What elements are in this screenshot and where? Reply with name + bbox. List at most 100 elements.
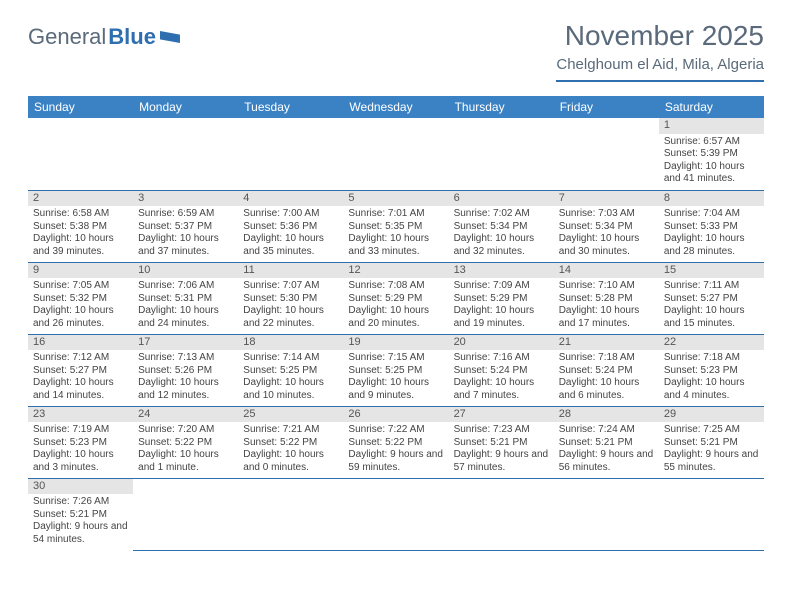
- sunrise-line: Sunrise: 7:05 AM: [33, 280, 128, 293]
- day-content: Sunrise: 7:04 AMSunset: 5:33 PMDaylight:…: [659, 208, 764, 261]
- sunset-line: Sunset: 5:23 PM: [33, 437, 128, 450]
- calendar-day-cell: 14Sunrise: 7:10 AMSunset: 5:28 PMDayligh…: [554, 262, 659, 334]
- sunset-line: Sunset: 5:36 PM: [243, 221, 338, 234]
- day-content: Sunrise: 7:12 AMSunset: 5:27 PMDaylight:…: [28, 352, 133, 405]
- calendar-day-cell: 9Sunrise: 7:05 AMSunset: 5:32 PMDaylight…: [28, 262, 133, 334]
- calendar-day-cell: 26Sunrise: 7:22 AMSunset: 5:22 PMDayligh…: [343, 406, 448, 478]
- sunrise-line: Sunrise: 7:16 AM: [454, 352, 549, 365]
- day-content: Sunrise: 7:01 AMSunset: 5:35 PMDaylight:…: [343, 208, 448, 261]
- daylight-line: Daylight: 10 hours and 24 minutes.: [138, 305, 233, 330]
- calendar-day-cell: 30Sunrise: 7:26 AMSunset: 5:21 PMDayligh…: [28, 478, 133, 550]
- day-number: 5: [343, 191, 448, 207]
- day-number: 1: [659, 118, 764, 134]
- daylight-line: Daylight: 10 hours and 9 minutes.: [348, 377, 443, 402]
- calendar-day-cell: 29Sunrise: 7:25 AMSunset: 5:21 PMDayligh…: [659, 406, 764, 478]
- sunset-line: Sunset: 5:32 PM: [33, 293, 128, 306]
- day-content: Sunrise: 7:07 AMSunset: 5:30 PMDaylight:…: [238, 280, 343, 333]
- day-number: 30: [28, 479, 133, 495]
- flag-icon: [160, 31, 180, 43]
- day-content: Sunrise: 7:14 AMSunset: 5:25 PMDaylight:…: [238, 352, 343, 405]
- calendar-week-row: 23Sunrise: 7:19 AMSunset: 5:23 PMDayligh…: [28, 406, 764, 478]
- calendar-week-row: 16Sunrise: 7:12 AMSunset: 5:27 PMDayligh…: [28, 334, 764, 406]
- calendar-day-cell: 12Sunrise: 7:08 AMSunset: 5:29 PMDayligh…: [343, 262, 448, 334]
- daylight-line: Daylight: 10 hours and 10 minutes.: [243, 377, 338, 402]
- calendar-day-cell: 6Sunrise: 7:02 AMSunset: 5:34 PMDaylight…: [449, 190, 554, 262]
- logo: GeneralBlue: [28, 24, 180, 50]
- day-number: 17: [133, 335, 238, 351]
- logo-text-general: General: [28, 24, 106, 50]
- sunset-line: Sunset: 5:28 PM: [559, 293, 654, 306]
- day-number: 28: [554, 407, 659, 423]
- sunset-line: Sunset: 5:27 PM: [33, 365, 128, 378]
- sunset-line: Sunset: 5:31 PM: [138, 293, 233, 306]
- sunset-line: Sunset: 5:21 PM: [454, 437, 549, 450]
- day-content: Sunrise: 7:09 AMSunset: 5:29 PMDaylight:…: [449, 280, 554, 333]
- sunrise-line: Sunrise: 7:12 AM: [33, 352, 128, 365]
- sunset-line: Sunset: 5:39 PM: [664, 148, 759, 161]
- daylight-line: Daylight: 10 hours and 33 minutes.: [348, 233, 443, 258]
- daylight-line: Daylight: 10 hours and 6 minutes.: [559, 377, 654, 402]
- calendar-empty-cell: [238, 478, 343, 550]
- day-content: Sunrise: 6:58 AMSunset: 5:38 PMDaylight:…: [28, 208, 133, 261]
- sunrise-line: Sunrise: 7:22 AM: [348, 424, 443, 437]
- weekday-header: Monday: [133, 96, 238, 118]
- day-number: 15: [659, 263, 764, 279]
- daylight-line: Daylight: 9 hours and 57 minutes.: [454, 449, 549, 474]
- location: Chelghoum el Aid, Mila, Algeria: [556, 56, 764, 73]
- calendar-day-cell: 21Sunrise: 7:18 AMSunset: 5:24 PMDayligh…: [554, 334, 659, 406]
- day-content: Sunrise: 7:23 AMSunset: 5:21 PMDaylight:…: [449, 424, 554, 477]
- calendar-empty-cell: [449, 118, 554, 190]
- sunrise-line: Sunrise: 7:06 AM: [138, 280, 233, 293]
- calendar-day-cell: 7Sunrise: 7:03 AMSunset: 5:34 PMDaylight…: [554, 190, 659, 262]
- day-content: Sunrise: 7:21 AMSunset: 5:22 PMDaylight:…: [238, 424, 343, 477]
- sunset-line: Sunset: 5:30 PM: [243, 293, 338, 306]
- title-block: November 2025 Chelghoum el Aid, Mila, Al…: [556, 20, 764, 82]
- calendar-day-cell: 17Sunrise: 7:13 AMSunset: 5:26 PMDayligh…: [133, 334, 238, 406]
- daylight-line: Daylight: 10 hours and 37 minutes.: [138, 233, 233, 258]
- day-number: 2: [28, 191, 133, 207]
- calendar-empty-cell: [133, 118, 238, 190]
- daylight-line: Daylight: 10 hours and 17 minutes.: [559, 305, 654, 330]
- sunset-line: Sunset: 5:24 PM: [454, 365, 549, 378]
- calendar-day-cell: 3Sunrise: 6:59 AMSunset: 5:37 PMDaylight…: [133, 190, 238, 262]
- daylight-line: Daylight: 10 hours and 26 minutes.: [33, 305, 128, 330]
- daylight-line: Daylight: 10 hours and 0 minutes.: [243, 449, 338, 474]
- sunrise-line: Sunrise: 7:04 AM: [664, 208, 759, 221]
- day-content: Sunrise: 6:57 AMSunset: 5:39 PMDaylight:…: [659, 136, 764, 189]
- sunrise-line: Sunrise: 7:03 AM: [559, 208, 654, 221]
- calendar-day-cell: 22Sunrise: 7:18 AMSunset: 5:23 PMDayligh…: [659, 334, 764, 406]
- daylight-line: Daylight: 10 hours and 20 minutes.: [348, 305, 443, 330]
- sunset-line: Sunset: 5:24 PM: [559, 365, 654, 378]
- daylight-line: Daylight: 10 hours and 1 minute.: [138, 449, 233, 474]
- sunset-line: Sunset: 5:22 PM: [138, 437, 233, 450]
- calendar-day-cell: 4Sunrise: 7:00 AMSunset: 5:36 PMDaylight…: [238, 190, 343, 262]
- sunrise-line: Sunrise: 7:23 AM: [454, 424, 549, 437]
- sunset-line: Sunset: 5:35 PM: [348, 221, 443, 234]
- daylight-line: Daylight: 10 hours and 28 minutes.: [664, 233, 759, 258]
- day-content: Sunrise: 7:00 AMSunset: 5:36 PMDaylight:…: [238, 208, 343, 261]
- day-number: 11: [238, 263, 343, 279]
- sunset-line: Sunset: 5:23 PM: [664, 365, 759, 378]
- weekday-header: Thursday: [449, 96, 554, 118]
- sunset-line: Sunset: 5:21 PM: [33, 509, 128, 522]
- day-content: Sunrise: 6:59 AMSunset: 5:37 PMDaylight:…: [133, 208, 238, 261]
- sunrise-line: Sunrise: 6:58 AM: [33, 208, 128, 221]
- sunset-line: Sunset: 5:34 PM: [559, 221, 654, 234]
- daylight-line: Daylight: 10 hours and 30 minutes.: [559, 233, 654, 258]
- sunset-line: Sunset: 5:21 PM: [559, 437, 654, 450]
- daylight-line: Daylight: 9 hours and 54 minutes.: [33, 521, 128, 546]
- calendar-day-cell: 2Sunrise: 6:58 AMSunset: 5:38 PMDaylight…: [28, 190, 133, 262]
- day-number: 9: [28, 263, 133, 279]
- daylight-line: Daylight: 10 hours and 39 minutes.: [33, 233, 128, 258]
- day-content: Sunrise: 7:18 AMSunset: 5:24 PMDaylight:…: [554, 352, 659, 405]
- calendar-empty-cell: [554, 118, 659, 190]
- daylight-line: Daylight: 10 hours and 4 minutes.: [664, 377, 759, 402]
- sunrise-line: Sunrise: 7:26 AM: [33, 496, 128, 509]
- calendar-day-cell: 23Sunrise: 7:19 AMSunset: 5:23 PMDayligh…: [28, 406, 133, 478]
- daylight-line: Daylight: 10 hours and 7 minutes.: [454, 377, 549, 402]
- daylight-line: Daylight: 10 hours and 19 minutes.: [454, 305, 549, 330]
- calendar-day-cell: 27Sunrise: 7:23 AMSunset: 5:21 PMDayligh…: [449, 406, 554, 478]
- month-title: November 2025: [556, 20, 764, 52]
- day-number: 23: [28, 407, 133, 423]
- calendar-empty-cell: [554, 478, 659, 550]
